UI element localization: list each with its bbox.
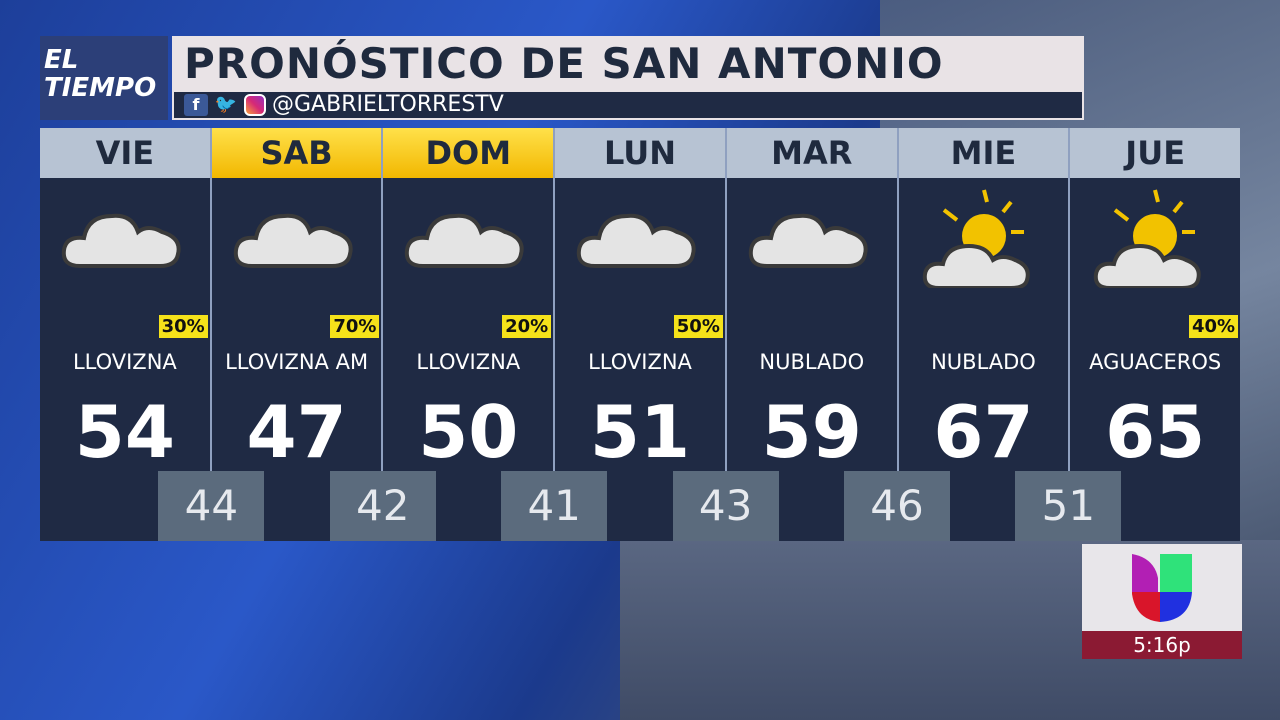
- precip-chance: 20%: [502, 315, 552, 338]
- condition: LLOVIZNA AM: [225, 350, 369, 374]
- page-title: PRONÓSTICO DE SAN ANTONIO: [172, 36, 1084, 92]
- low-temp: 42: [329, 471, 436, 541]
- precip-chance: 70%: [330, 315, 380, 338]
- day-column: JUE 40% AGUACEROS 65: [1070, 128, 1241, 541]
- low-temp: 41: [501, 471, 608, 541]
- logo-line1: EL: [44, 45, 79, 75]
- day-label: JUE: [1070, 128, 1241, 178]
- high-temp: 51: [589, 390, 691, 474]
- cloud-icon: [383, 188, 553, 288]
- condition: LLOVIZNA: [416, 350, 521, 374]
- instagram-icon: [244, 94, 266, 116]
- day-column: MAR NUBLADO 59: [726, 128, 899, 541]
- low-temp: 43: [672, 471, 779, 541]
- day-column: LUN 50% LLOVIZNA 51: [555, 128, 727, 541]
- condition: NUBLADO: [931, 350, 1036, 374]
- partly-sunny-icon: [1070, 188, 1240, 290]
- social-handle: @GABRIELTORRESTV: [272, 92, 504, 117]
- low-temp: 46: [844, 471, 950, 541]
- high-temp: 59: [761, 390, 862, 474]
- day-label: MAR: [726, 128, 897, 178]
- social-bar: f 🐦 @GABRIELTORRESTV: [172, 92, 1084, 120]
- day-column: SAB 70% LLOVIZNA AM 47: [211, 128, 384, 541]
- univision-logo: [1082, 544, 1242, 631]
- day-label: MIE: [898, 128, 1069, 178]
- precip-chance: 50%: [673, 315, 723, 338]
- low-temp: 44: [158, 471, 265, 541]
- day-column: VIE 30% LLOVIZNA 54: [40, 128, 212, 541]
- condition: LLOVIZNA: [588, 350, 692, 374]
- cloud-icon: [727, 188, 897, 288]
- high-temp: 50: [418, 390, 519, 474]
- facebook-icon: f: [184, 94, 208, 116]
- precip-chance: 40%: [1188, 315, 1239, 338]
- cloud-icon: [212, 188, 382, 288]
- logo-line2: TIEMPO: [44, 73, 157, 103]
- high-temp: 54: [74, 390, 175, 474]
- high-temp: 65: [1105, 390, 1206, 474]
- twitter-icon: 🐦: [214, 94, 238, 115]
- day-label: SAB: [211, 128, 382, 178]
- cloud-icon: [40, 188, 210, 288]
- day-label: DOM: [383, 128, 554, 178]
- partly-sunny-icon: [899, 188, 1069, 290]
- low-temp: 51: [1015, 471, 1122, 541]
- day-column: DOM 20% LLOVIZNA 50: [383, 128, 556, 541]
- day-label: LUN: [555, 128, 725, 178]
- day-column: MIE NUBLADO 67: [898, 128, 1071, 541]
- condition: LLOVIZNA: [72, 350, 177, 374]
- condition: AGUACEROS: [1089, 350, 1222, 374]
- cloud-icon: [555, 188, 725, 288]
- high-temp: 67: [933, 390, 1034, 474]
- high-temp: 47: [246, 390, 347, 474]
- el-tiempo-logo: EL TIEMPO: [40, 36, 168, 120]
- precip-chance: 30%: [158, 315, 208, 338]
- day-label: VIE: [40, 128, 210, 178]
- clock: 5:16p: [1082, 631, 1242, 659]
- condition: NUBLADO: [759, 350, 865, 374]
